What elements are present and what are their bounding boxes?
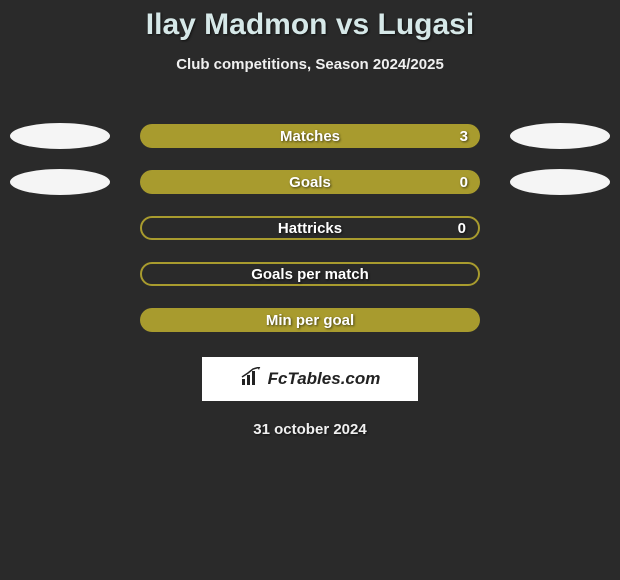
stat-bar: Min per goal: [140, 308, 480, 332]
subtitle: Club competitions, Season 2024/2025: [0, 56, 620, 73]
stats-rows: Matches 3 Goals 0 Hattricks 0 Goals per match M…: [0, 113, 620, 343]
player-ellipse-right: [510, 123, 610, 149]
stat-bar: Hattricks 0: [140, 216, 480, 240]
stat-label: Goals: [289, 174, 331, 191]
stat-row: Matches 3: [0, 113, 620, 159]
logo-text: FcTables.com: [268, 369, 381, 389]
logo-box[interactable]: FcTables.com: [202, 357, 418, 401]
player-ellipse-left: [10, 169, 110, 195]
stat-bar: Goals 0: [140, 170, 480, 194]
stat-row: Min per goal: [0, 297, 620, 343]
stat-bar: Matches 3: [140, 124, 480, 148]
stat-label: Hattricks: [278, 220, 342, 237]
chart-icon: [240, 367, 264, 392]
stat-label: Min per goal: [266, 312, 354, 329]
date-text: 31 october 2024: [0, 421, 620, 438]
page-title: Ilay Madmon vs Lugasi: [0, 8, 620, 42]
stat-label: Goals per match: [251, 266, 369, 283]
stat-label: Matches: [280, 128, 340, 145]
stat-row: Hattricks 0: [0, 205, 620, 251]
stat-value: 3: [460, 128, 468, 145]
stat-row: Goals 0: [0, 159, 620, 205]
stat-bar: Goals per match: [140, 262, 480, 286]
player-ellipse-left: [10, 123, 110, 149]
stat-row: Goals per match: [0, 251, 620, 297]
player-ellipse-right: [510, 169, 610, 195]
stat-value: 0: [460, 174, 468, 191]
stat-value: 0: [458, 220, 466, 237]
